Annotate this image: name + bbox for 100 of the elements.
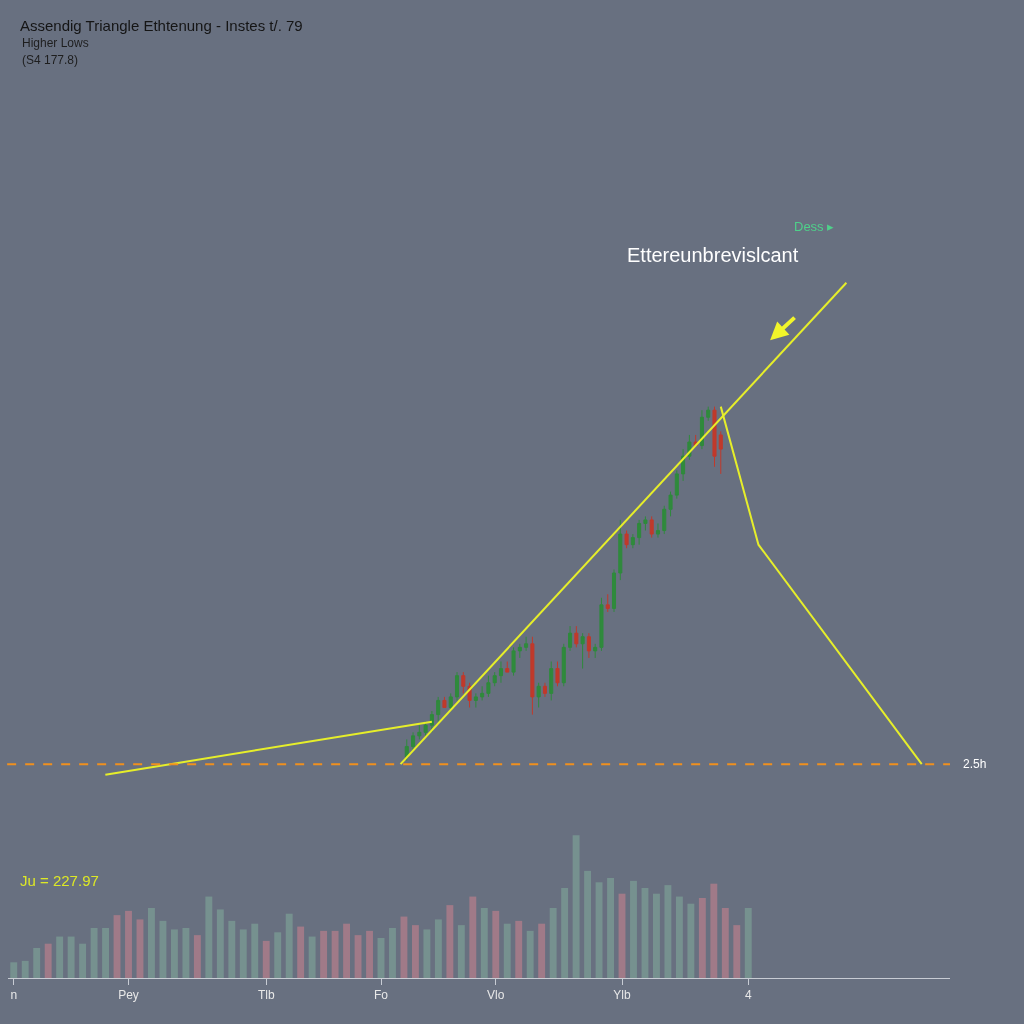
text: (S4 177.8): [22, 53, 79, 67]
chart-title: Assendig Triangle Ethtenung - Instes t/. 79: [20, 17, 303, 35]
bar: [503, 923, 511, 978]
bar: [239, 929, 247, 978]
candlestick: [593, 643, 598, 659]
candlestick: [549, 661, 554, 701]
candlestick: [655, 522, 661, 539]
bar: [687, 903, 695, 978]
candlestick: [461, 671, 466, 694]
bar: [251, 923, 259, 978]
bar: [33, 948, 41, 978]
bar: [457, 925, 465, 978]
candlestick: [404, 738, 409, 762]
bar: [193, 935, 201, 978]
candlestick: [605, 593, 610, 613]
candlestick: [706, 406, 711, 422]
chart-subtitle: Higher Lows: [22, 36, 89, 50]
candlestick: [630, 533, 635, 549]
bar: [205, 896, 213, 978]
candlestick: [662, 505, 667, 535]
candlestick: [574, 625, 579, 648]
bar: [710, 883, 718, 978]
candlestick: [712, 406, 717, 468]
bar: [595, 882, 603, 978]
candlestick: [429, 710, 434, 733]
bar: [44, 943, 52, 978]
candlestick: [473, 692, 478, 709]
candlestick: [555, 661, 560, 687]
bar: [102, 928, 109, 978]
bar: [733, 925, 741, 978]
x-tick-label: Fo: [373, 988, 389, 1003]
candlestick: [580, 632, 585, 670]
bar: [549, 908, 557, 978]
bar: [423, 929, 431, 978]
candlestick: [618, 519, 623, 581]
candlestick: [498, 661, 504, 684]
x-tick-label: Ylb: [613, 988, 632, 1003]
bar: [744, 908, 752, 978]
candlestick: [699, 409, 704, 450]
candlestick: [411, 731, 416, 751]
bar: [526, 930, 534, 978]
candlestick: [718, 430, 723, 475]
bar: [664, 885, 672, 978]
bar: [653, 893, 660, 978]
candlestick: [536, 682, 541, 709]
bar: [630, 880, 637, 978]
bar: [480, 908, 488, 978]
bar: [262, 940, 270, 978]
bar: [56, 936, 64, 978]
candlestick: [480, 685, 485, 701]
candlestick: [668, 491, 673, 517]
candlestick: [586, 632, 591, 659]
bar: [79, 943, 87, 978]
text: Ettereunbrevislcant: [627, 244, 799, 266]
bar: [721, 908, 729, 978]
bar: [21, 960, 29, 978]
candlestick: [568, 625, 573, 652]
candlestick: [561, 643, 566, 687]
candlestick: [643, 515, 648, 532]
annotation: Ju = 227.97: [20, 872, 99, 889]
bar: [125, 910, 132, 978]
bar: [228, 920, 236, 978]
candlestick: [599, 597, 604, 652]
bar: [10, 962, 18, 978]
x-tick-label: n: [10, 988, 18, 1003]
bar: [607, 878, 614, 978]
bar: [67, 936, 75, 978]
bar: [584, 870, 592, 978]
bar: [285, 913, 293, 978]
candlestick: [624, 530, 629, 549]
candlestick: [448, 692, 453, 712]
candlestick: [524, 636, 529, 652]
candlestick: [530, 636, 535, 716]
bar: [331, 930, 339, 978]
bar: [561, 888, 569, 978]
candlestick: [486, 675, 491, 698]
bar: [538, 923, 546, 978]
candlestick: [442, 696, 447, 709]
bar: [572, 835, 580, 978]
candlestick: [505, 661, 510, 673]
ref-line-label: 2.5h: [963, 757, 987, 771]
x-tick-label: Tlb: [257, 988, 275, 1003]
bar: [308, 936, 316, 978]
candlestick: [611, 568, 617, 613]
bar: [492, 910, 500, 978]
bar: [515, 920, 523, 978]
bar: [90, 928, 98, 978]
bar: [182, 928, 190, 978]
bar: [446, 905, 454, 978]
candlestick: [674, 469, 679, 500]
x-tick-label: Vlo: [487, 988, 505, 1003]
x-tick-label: Pey: [118, 988, 139, 1003]
candlestick: [511, 646, 516, 677]
bar: [698, 898, 706, 978]
x-tick-label: 4: [744, 988, 752, 1003]
bar: [320, 930, 328, 978]
bar: [170, 929, 178, 978]
bar: [675, 896, 683, 978]
bar: [216, 909, 224, 978]
text: Dess ▸: [794, 219, 835, 234]
